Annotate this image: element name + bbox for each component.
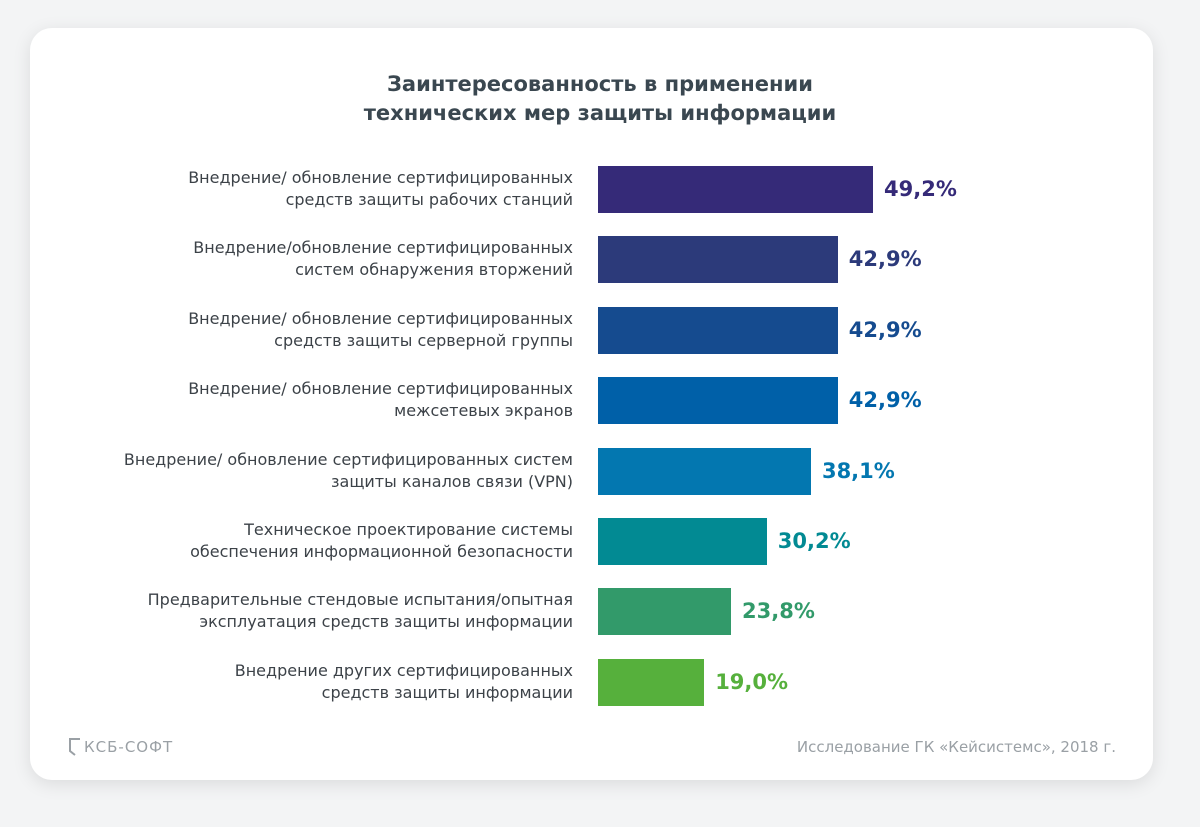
category-label-line: эксплуатация средств защиты информации <box>199 612 573 632</box>
category-label-line: обеспечения информационной безопасности <box>190 542 573 561</box>
chart-card <box>30 28 1153 780</box>
category-label: Внедрение/ обновление сертифицированных м… <box>53 378 573 422</box>
category-label-line: защиты каналов связи (VPN) <box>331 471 573 491</box>
category-label: Внедрение/ обновление сертифицированных с… <box>53 167 573 211</box>
category-label: Предварительные стендовые испытания/опыт… <box>53 589 573 633</box>
category-label-line: средств защиты рабочих станций <box>285 190 573 209</box>
category-label-line: Внедрение других сертифицированных <box>234 660 573 680</box>
value-label: 23,8% <box>742 599 815 624</box>
bar <box>598 306 838 354</box>
value-label: 19,0% <box>715 669 789 694</box>
value-label: 42,9% <box>848 247 922 272</box>
category-label-line: Внедрение/ обновление сертифицированных <box>188 168 573 187</box>
category-label-line: средств защиты серверной группы <box>274 330 573 350</box>
source-note: Исследование ГК «Кейсистемс», 2018 г. <box>796 738 1116 756</box>
category-label: Внедрение/ обновление сертифицированных с… <box>53 308 573 352</box>
category-label-line: Внедрение/ обновление сертифицированных … <box>123 449 573 469</box>
logo-text: КСБ-СОФТ <box>84 738 174 756</box>
title-line-2: технических мер защиты информации <box>363 101 837 125</box>
title-line-1: Заинтересованность в применении <box>387 72 813 96</box>
value-label: 49,2% <box>884 177 957 201</box>
category-label-line: Внедрение/обновление сертифицированных <box>193 238 573 258</box>
bar <box>598 447 811 495</box>
value-label: 42,9% <box>848 317 922 342</box>
category-label-line: Техническое проектирование системы <box>244 520 573 539</box>
category-label-line: Внедрение/ обновление сертифицированных <box>188 308 573 328</box>
shield-icon <box>69 738 80 756</box>
chart-title: Заинтересованность в применении техничес… <box>0 70 1200 128</box>
category-label: Внедрение других сертифицированных средст… <box>53 660 573 704</box>
value-label: 30,2% <box>777 529 851 553</box>
category-label: Техническое проектирование системы обеспе… <box>53 519 573 563</box>
category-label-line: Внедрение/ обновление сертифицированных <box>188 379 573 399</box>
category-label-line: Предварительные стендовые испытания/опыт… <box>147 590 573 610</box>
ksb-soft-logo: КСБ-СОФТ <box>68 737 173 757</box>
category-label-line: межсетевых экранов <box>394 401 573 421</box>
category-label: Внедрение/ обновление сертифицированных … <box>53 449 573 493</box>
category-label-line: систем обнаружения вторжений <box>295 260 573 280</box>
value-label: 38,1% <box>821 458 895 483</box>
category-label-line: средств защиты информации <box>321 682 573 702</box>
value-label: 42,9% <box>848 388 922 413</box>
bar <box>598 377 838 425</box>
bar <box>598 166 873 213</box>
bar <box>598 236 838 284</box>
bar <box>598 518 767 565</box>
bar <box>598 588 732 636</box>
category-label: Внедрение/обновление сертифицированных си… <box>53 237 573 281</box>
bar <box>598 658 705 706</box>
